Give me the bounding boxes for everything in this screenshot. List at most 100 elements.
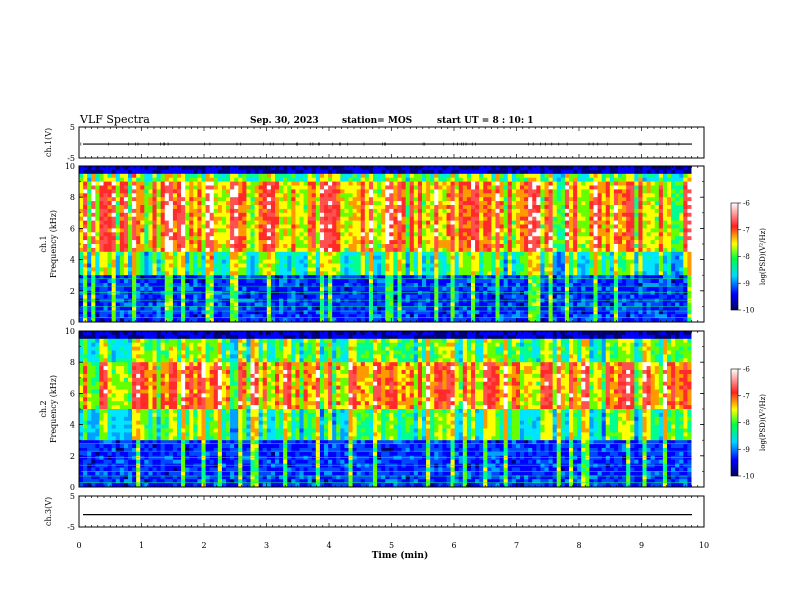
spectrogram-cell [524,310,529,315]
spectrogram-cell [324,232,329,237]
spectrogram-cell [442,247,447,253]
spectrogram-cell [373,177,378,182]
spectrogram-cell [348,267,353,272]
spectrogram-cell [319,267,325,272]
spectrogram-cell [185,306,190,311]
spectrogram-cell [520,263,525,268]
spectrogram-cell [115,247,121,253]
spectrogram-cell [123,220,129,225]
spectrogram-cell [132,232,137,237]
spectrogram-cell [279,185,284,190]
spectrogram-cell [426,310,431,315]
spectrogram-cell [258,286,264,292]
spectrogram-cell [213,302,219,307]
spectrogram-cell [221,173,227,178]
spectrogram-cell [103,197,108,202]
spectrogram-cell [181,189,186,194]
spectrogram-cell [507,314,513,319]
spectrogram-cell [136,255,141,260]
spectrogram-cell [136,224,141,229]
spectrogram-cell [499,247,504,253]
spectrogram-cell [520,189,525,194]
spectrogram-cell [348,244,353,249]
spectrogram-cell [172,259,178,264]
spectrogram-cell [413,228,419,233]
spectrogram-cell [548,294,553,299]
spectrogram-cell [217,189,223,194]
spectrogram-cell [495,275,500,280]
spectrogram-cell [491,318,496,323]
spectrogram-cell [377,271,382,276]
spectrogram-cell [91,314,96,319]
spectrogram-cell [544,302,549,307]
spectrogram-cell [262,271,268,276]
spectrogram-cell [422,267,427,272]
spectrogram-cell [217,236,223,241]
spectrogram-cell [324,205,329,210]
spectrogram-cell [442,166,447,171]
spectrogram-cell [230,306,235,311]
spectrogram-cell [234,279,239,284]
spectrogram-cell [336,173,341,178]
spectrogram-cell [172,189,178,194]
spectrogram-cell [250,216,255,221]
spectrogram-cell [364,216,370,221]
spectrogram-cell [128,220,133,225]
spectrogram-cell [283,197,288,202]
spectrogram-cell [250,197,255,202]
spectrogram-cell [307,208,313,214]
spectrogram-cell [454,166,460,171]
spectrogram-cell [234,205,239,210]
spectrogram-cell [536,255,541,260]
spectrogram-cell [499,181,504,186]
spectrogram-cell [381,228,386,233]
spectrogram-cell [87,228,92,233]
spectrogram-cell [495,189,500,194]
spectrogram-cell [140,275,145,280]
spectrogram-cell [417,166,423,171]
spectrogram-cell [426,185,431,190]
spectrogram-cell [434,181,439,186]
spectrogram-cell [511,251,517,256]
spectrogram-cell [364,286,370,292]
spectrogram-cell [422,244,427,249]
spectrogram-cell [462,271,468,276]
spectrogram-cell [181,208,186,214]
spectrogram-cell [511,302,517,307]
spectrogram-cell [119,279,125,284]
spectrogram-cell [213,224,219,229]
spectrogram-cell [303,185,308,190]
spectrogram-cell [475,232,480,237]
spectrogram-cell [442,201,447,206]
spectrogram-cell [303,177,308,182]
spectrogram-cell [356,290,362,295]
spectrogram-cell [299,286,304,292]
spectrogram-cell [83,205,88,210]
spectrogram-cell [471,251,476,256]
spectrogram-cell [307,259,313,264]
spectrogram-cell [495,267,500,272]
spectrogram-cell [499,216,504,221]
spectrogram-cell [405,177,411,182]
spectrogram-cell [548,212,553,217]
spectrogram-cell [540,251,545,256]
spectrogram-cell [156,244,161,249]
spectrogram-cell [303,279,308,284]
spectrogram-cell [279,232,284,237]
spectrogram-cell [540,201,545,206]
spectrogram-cell [344,306,349,311]
spectrogram-cell [381,310,386,315]
spectrogram-cell [111,263,117,268]
spectrogram-cell [466,224,472,229]
spectrogram-cell [144,275,149,280]
spectrogram-cell [119,201,125,206]
spectrogram-cell [250,189,255,194]
spectrogram-cell [107,267,112,272]
spectrogram-cell [303,166,308,171]
spectrogram-cell [434,193,439,198]
spectrogram-cell [111,286,117,292]
spectrogram-cell [483,224,488,229]
spectrogram-cell [336,205,341,210]
spectrogram-cell [303,224,308,229]
spectrogram-cell [536,259,541,264]
